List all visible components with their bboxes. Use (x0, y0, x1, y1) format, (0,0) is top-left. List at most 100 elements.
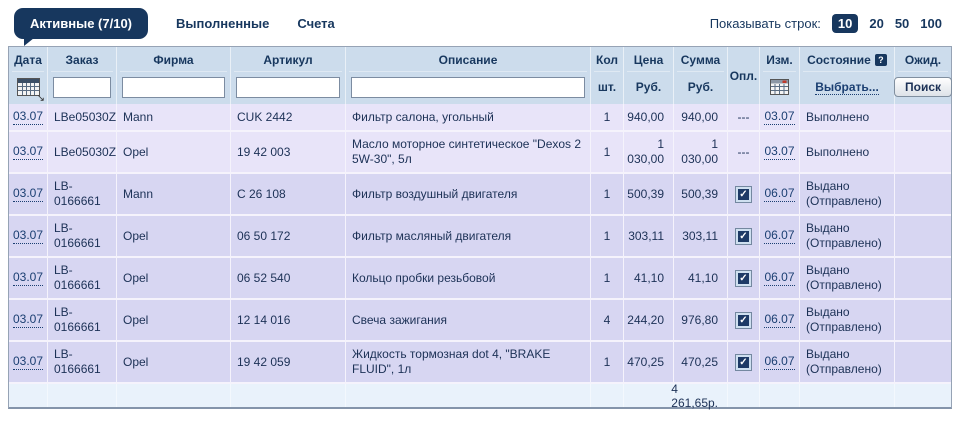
date-link-cell: 03.07 (9, 132, 48, 172)
date-link[interactable]: 03.07 (12, 144, 44, 160)
changed-date-link[interactable]: 06.07 (764, 186, 795, 202)
changed-date-link[interactable]: 03.07 (764, 144, 795, 160)
firm-filter-input[interactable] (122, 76, 225, 98)
header-paid-label: Опл. (729, 68, 758, 83)
wait-cell (895, 174, 951, 214)
rows-option-100[interactable]: 100 (920, 16, 942, 31)
changed-date-link-cell: 06.07 (760, 258, 800, 298)
price-value: 303,11 (624, 216, 674, 256)
changed-date-link-cell: 06.07 (760, 216, 800, 256)
changed-date-link[interactable]: 06.07 (764, 354, 795, 370)
header-description-label: Описание (349, 48, 587, 72)
paid-checkbox[interactable]: ✓ (736, 354, 751, 370)
paid-checkbox[interactable]: ✓ (736, 228, 751, 244)
paid-none: --- (737, 109, 750, 124)
changed-calendar-icon[interactable] (770, 79, 789, 95)
total-sum: 4 261,65р. (671, 382, 728, 410)
firm-name: Mann (117, 104, 231, 130)
header-sum: Сумма Руб. (674, 47, 728, 104)
header-changed-label: Изм. (763, 48, 796, 72)
date-link-cell: 03.07 (9, 216, 48, 256)
order-number: LBe05030Z (48, 132, 117, 172)
item-description: Кольцо пробки резьбовой (346, 258, 591, 298)
changed-date-link[interactable]: 03.07 (764, 109, 795, 125)
date-link[interactable]: 03.07 (12, 186, 44, 202)
table-row: 03.07 LB-0166661 Opel 19 42 059 Жидкость тор… (9, 342, 951, 384)
header-firm: Фирма (117, 47, 231, 104)
changed-date-link-cell: 03.07 (760, 104, 800, 130)
state-help-icon[interactable]: ? (874, 53, 887, 66)
changed-date-link[interactable]: 06.07 (764, 270, 795, 286)
changed-date-link[interactable]: 06.07 (764, 312, 795, 328)
sum-value: 470,25 (674, 342, 728, 382)
article-number: 12 14 016 (231, 300, 346, 340)
paid-checkbox[interactable]: ✓ (736, 186, 751, 202)
date-link[interactable]: 03.07 (12, 228, 44, 244)
date-link[interactable]: 03.07 (12, 354, 44, 370)
tab-bar: Активные (7/10) Выполненные Счета (14, 8, 335, 46)
header-qty-label: Кол (594, 48, 620, 72)
changed-date-link-cell: 06.07 (760, 174, 800, 214)
tab-completed[interactable]: Выполненные (176, 16, 270, 31)
item-description: Жидкость тормозная dot 4, "BRAKE FLUID",… (346, 342, 591, 382)
state-select-link[interactable]: Выбрать... (815, 79, 879, 95)
order-number: LB-0166661 (48, 174, 117, 214)
date-link-cell: 03.07 (9, 104, 48, 130)
date-calendar-icon[interactable] (16, 78, 40, 96)
header-sum-label: Сумма (677, 48, 724, 72)
wait-cell (895, 216, 951, 256)
article-filter-input[interactable] (236, 76, 340, 98)
price-value: 244,20 (624, 300, 674, 340)
date-sort-icon[interactable]: ↘ (36, 93, 45, 104)
firm-name: Opel (117, 132, 231, 172)
table-row: 03.07 LB-0166661 Opel 06 52 540 Кольцо пробк… (9, 258, 951, 300)
header-changed: Изм. (760, 47, 800, 104)
sum-value: 940,00 (674, 104, 728, 130)
firm-name: Opel (117, 342, 231, 382)
search-button[interactable]: Поиск (894, 77, 953, 97)
paid-checkbox[interactable]: ✓ (736, 270, 751, 286)
quantity: 1 (591, 342, 624, 382)
paid-checkbox[interactable]: ✓ (736, 312, 751, 328)
date-link-cell: 03.07 (9, 258, 48, 298)
state-text: Выдано (Отправлено) (800, 174, 895, 214)
item-description: Фильтр воздушный двигателя (346, 174, 591, 214)
paid-cell: ✓ (728, 258, 760, 298)
order-filter-input[interactable] (53, 76, 111, 98)
wait-cell (895, 104, 951, 130)
date-link[interactable]: 03.07 (12, 270, 44, 286)
state-text: Выдано (Отправлено) (800, 300, 895, 340)
header-qty: Кол шт. (591, 47, 624, 104)
changed-date-link[interactable]: 06.07 (764, 228, 795, 244)
rows-option-20[interactable]: 20 (869, 16, 884, 31)
article-number: CUK 2442 (231, 104, 346, 130)
date-link-cell: 03.07 (9, 174, 48, 214)
rows-option-50[interactable]: 50 (894, 16, 910, 31)
price-value: 940,00 (624, 104, 674, 130)
date-link[interactable]: 03.07 (12, 312, 44, 328)
quantity: 1 (591, 174, 624, 214)
table-row: 03.07 LB-0166661 Opel 06 50 172 Фильтр масля… (9, 216, 951, 258)
table-row: 03.07 LBe05030Z Opel 19 42 003 Масло моторно… (9, 132, 951, 174)
date-link-cell: 03.07 (9, 342, 48, 382)
tab-invoices[interactable]: Счета (297, 16, 335, 31)
description-filter-input[interactable] (351, 76, 585, 98)
quantity: 1 (591, 104, 624, 130)
header-date: Дата ↘ (9, 47, 48, 104)
state-text: Выдано (Отправлено) (800, 216, 895, 256)
rows-option-10[interactable]: 10 (831, 14, 859, 33)
item-description: Свеча зажигания (346, 300, 591, 340)
table-header: Дата ↘ Заказ (9, 47, 953, 104)
date-link[interactable]: 03.07 (12, 109, 44, 125)
header-description: Описание (346, 47, 591, 104)
sum-value: 500,39 (674, 174, 728, 214)
tab-active-orders[interactable]: Активные (7/10) (14, 8, 149, 46)
firm-name: Opel (117, 258, 231, 298)
order-number: LB-0166661 (48, 216, 117, 256)
paid-cell: ✓ (728, 174, 760, 214)
price-value: 41,10 (624, 258, 674, 298)
changed-date-link-cell: 06.07 (760, 300, 800, 340)
wait-cell (895, 132, 951, 172)
price-value: 1 030,00 (624, 132, 674, 172)
